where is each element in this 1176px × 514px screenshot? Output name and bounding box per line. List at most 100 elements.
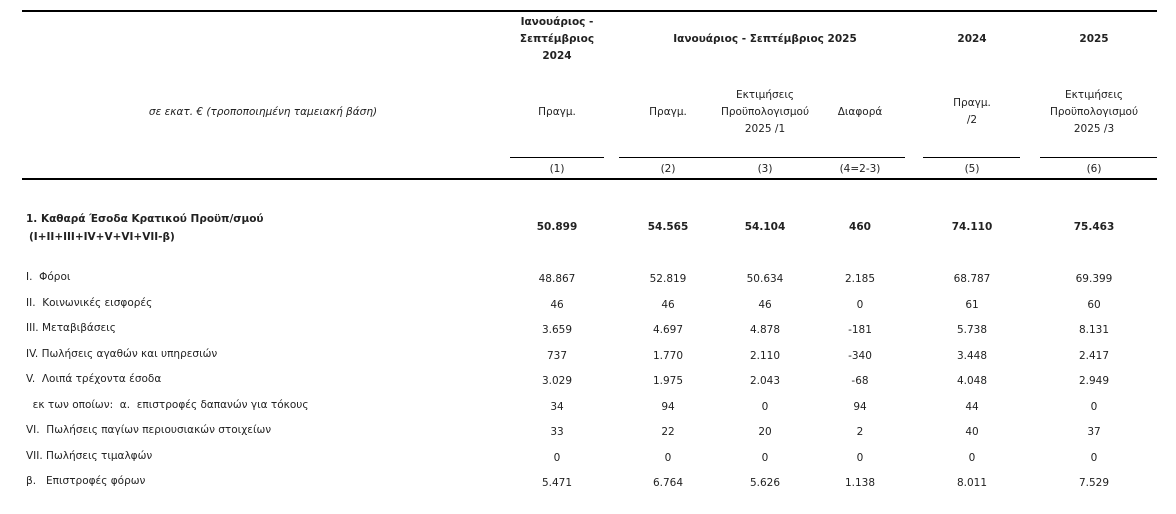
header-line: 2025 /1 <box>744 123 786 135</box>
cell-value: 5.626 <box>749 477 781 489</box>
cell-value: 61 <box>965 298 979 311</box>
table-row: I. Φόροι 48.867 52.819 50.634 2.185 68.787 69.… <box>0 271 1176 289</box>
row-label: III. Μεταβιβάσεις <box>26 322 116 334</box>
cell-value: 2.417 <box>1078 349 1110 362</box>
sub-header-c5: Πραγμ. /2 <box>953 95 991 129</box>
header-line: Ιανουάριος - <box>520 16 594 28</box>
total-value: 54.104 <box>744 221 786 233</box>
cell-value: 46 <box>550 298 564 311</box>
top-rule <box>22 10 1157 12</box>
cell-value: 2.043 <box>749 375 781 387</box>
cell-value: 20 <box>758 426 772 438</box>
col-number: (2) <box>660 163 676 175</box>
cell-value: 0 <box>856 451 864 464</box>
cell-value: 5.738 <box>956 324 988 336</box>
cell-value: 0 <box>856 298 864 311</box>
cell-value: 0 <box>761 400 769 413</box>
cell-value: 4.048 <box>956 375 988 387</box>
cell-value: 0 <box>761 451 769 464</box>
underline-group-2025 <box>619 157 905 158</box>
cell-value: 737 <box>546 349 568 362</box>
table-row: IV. Πωλήσεις αγαθών και υπηρεσιών 737 1.77… <box>0 348 1176 366</box>
year-2024-header: 2024 <box>957 33 987 45</box>
header-line: /2 <box>966 114 978 126</box>
header-line: Προϋπολογισμού <box>720 106 810 118</box>
cell-value: 1.975 <box>652 375 684 387</box>
cell-value: 37 <box>1087 426 1101 438</box>
cell-value: 0 <box>1090 451 1098 464</box>
col-number: (1) <box>549 163 565 175</box>
sub-header-c3: Εκτιμήσεις Προϋπολογισμού 2025 /1 <box>721 87 809 138</box>
table-row: II. Κοινωνικές εισφορές 46 46 46 0 61 60 <box>0 297 1176 315</box>
col-number: (5) <box>964 163 980 175</box>
group-2025-header: Ιανουάριος - Σεπτέμβριος 2025 <box>673 33 857 45</box>
col-number: (4=2-3) <box>839 163 881 175</box>
table-row: VII. Πωλήσεις τιμαλφών 0 0 0 0 0 0 <box>0 450 1176 468</box>
cell-value: 6.764 <box>652 477 684 489</box>
total-row: 1. Καθαρά Έσοδα Κρατικού Προϋπ/σμού (I+I… <box>0 210 1176 243</box>
table-row: β. Επιστροφές φόρων 5.471 6.764 5.626 1.138 8… <box>0 475 1176 493</box>
underline-c6 <box>1040 157 1157 158</box>
cell-value: 46 <box>661 298 675 311</box>
table-row: εκ των οποίων: α. επιστροφές δαπανών για… <box>0 399 1176 417</box>
cell-value: 3.659 <box>541 324 573 336</box>
header-line: Εκτιμήσεις <box>735 89 795 101</box>
label-line: (I+II+III+IV+V+VI+VII-β) <box>29 231 175 243</box>
total-value: 75.463 <box>1073 221 1115 233</box>
cell-value: 34 <box>550 400 564 413</box>
col-number: (3) <box>757 163 773 175</box>
cell-value: 0 <box>553 451 561 464</box>
cell-value: 3.448 <box>956 349 988 362</box>
cell-value: 48.867 <box>538 273 576 285</box>
row-label: εκ των οποίων: α. επιστροφές δαπανών για… <box>26 398 309 411</box>
total-value: 54.565 <box>647 221 689 233</box>
cell-value: 1.138 <box>844 477 876 489</box>
cell-value: 50.634 <box>746 273 784 285</box>
cell-value: 2.185 <box>844 273 876 285</box>
header-line: 2024 <box>542 50 572 62</box>
cell-value: 0 <box>1090 400 1098 413</box>
row-label: VI. Πωλήσεις παγίων περιουσιακών στοιχεί… <box>26 424 272 436</box>
table-row: VI. Πωλήσεις παγίων περιουσιακών στοιχεί… <box>0 424 1176 442</box>
label-line: 1. Καθαρά Έσοδα Κρατικού Προϋπ/σμού <box>26 213 264 225</box>
cell-value: 2 <box>856 426 864 438</box>
header-line: Εκτιμήσεις <box>1064 89 1124 101</box>
total-label: 1. Καθαρά Έσοδα Κρατικού Προϋπ/σμού (I+I… <box>26 210 264 246</box>
sub-header-c6: Εκτιμήσεις Προϋπολογισμού 2025 /3 <box>1050 87 1138 138</box>
cell-value: 3.029 <box>541 375 573 387</box>
cell-value: 8.011 <box>956 477 988 489</box>
cell-value: 33 <box>550 426 564 438</box>
cell-value: -68 <box>851 375 869 387</box>
row-label: I. Φόροι <box>26 271 71 283</box>
cell-value: 60 <box>1087 298 1101 311</box>
header-line: Πραγμ. <box>953 97 991 109</box>
cell-value: 5.471 <box>541 477 573 489</box>
units-note: σε εκατ. € (τροποποιημένη ταμειακή βάση) <box>148 106 378 118</box>
cell-value: 0 <box>664 451 672 464</box>
cell-value: 4.697 <box>652 324 684 336</box>
sub-header-c4: Διαφορά <box>837 106 883 118</box>
sub-header-c2: Πραγμ. <box>649 106 687 118</box>
cell-value: 69.399 <box>1075 273 1113 285</box>
year-2025-header: 2025 <box>1079 33 1109 45</box>
cell-value: 46 <box>758 298 772 311</box>
sub-header-c1: Πραγμ. <box>538 106 576 118</box>
underline-c5 <box>923 157 1020 158</box>
total-value: 74.110 <box>951 221 993 233</box>
row-label: II. Κοινωνικές εισφορές <box>26 296 153 309</box>
header-line: Σεπτέμβριος <box>519 33 595 45</box>
cell-value: 1.770 <box>652 349 684 362</box>
table-row: V. Λοιπά τρέχοντα έσοδα 3.029 1.975 2.043 -6… <box>0 373 1176 391</box>
cell-value: 8.131 <box>1078 324 1110 336</box>
total-value: 460 <box>849 221 871 233</box>
cell-value: 68.787 <box>953 273 991 285</box>
col-number: (6) <box>1086 163 1102 175</box>
cell-value: 2.110 <box>749 349 781 362</box>
cell-value: -181 <box>848 324 872 336</box>
cell-value: 94 <box>661 400 675 413</box>
col1-period-header: Ιανουάριος - Σεπτέμβριος 2024 <box>520 14 594 65</box>
header-line: Προϋπολογισμού <box>1049 106 1139 118</box>
row-label: IV. Πωλήσεις αγαθών και υπηρεσιών <box>26 347 218 360</box>
cell-value: 22 <box>661 426 675 438</box>
total-value: 50.899 <box>536 221 578 233</box>
